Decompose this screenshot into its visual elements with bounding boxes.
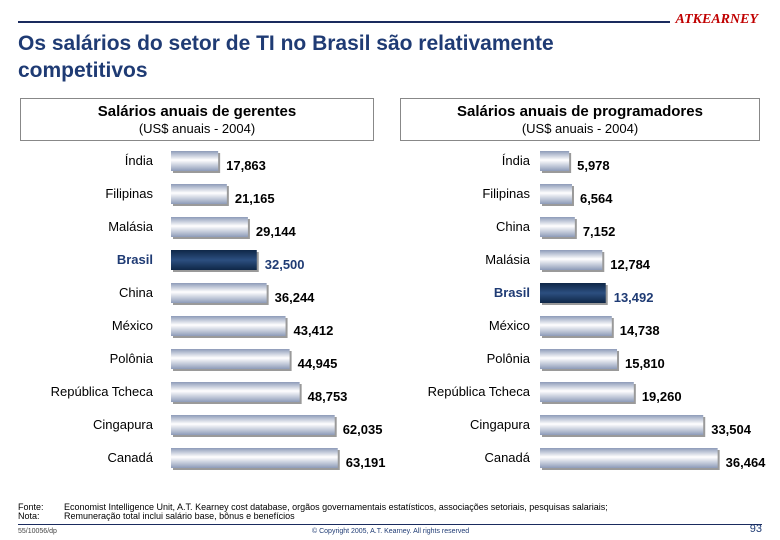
category-label: Brasil — [117, 252, 153, 267]
programmers-chart: Índia 5,978 Filipinas 6,564 China 7,152 Malási… — [428, 151, 767, 470]
category-label: Polônia — [110, 351, 154, 366]
value-label: 14,738 — [620, 323, 660, 338]
bar — [171, 349, 290, 369]
bar — [540, 217, 575, 237]
source-label: Fonte: — [18, 502, 44, 512]
value-label: 15,810 — [625, 356, 665, 371]
left-chart-header: Salários anuais de gerentes (US$ anuais … — [20, 98, 374, 141]
value-label: 63,191 — [346, 455, 386, 470]
document-id: 55/10056/dp — [18, 528, 57, 535]
category-label: Cingapura — [93, 417, 154, 432]
category-label: China — [496, 219, 531, 234]
bar — [540, 316, 612, 336]
category-label: Malásia — [485, 252, 531, 267]
value-label: 6,564 — [580, 191, 613, 206]
bar — [540, 184, 572, 204]
bar — [171, 184, 227, 204]
value-label: 36,244 — [275, 290, 316, 305]
page-title: Os salários do setor de TI no Brasil são… — [18, 32, 554, 82]
value-label: 48,753 — [308, 389, 348, 404]
value-label: 44,945 — [298, 356, 338, 371]
copyright-notice: © Copyright 2005, A.T. Kearney. All righ… — [312, 528, 470, 535]
category-label: Brasil — [494, 285, 530, 300]
company-logo: ATKEARNEY — [675, 12, 758, 27]
bar — [540, 349, 618, 369]
left-chart-title: Salários anuais de gerentes — [97, 103, 297, 120]
managers-chart: Índia 17,863 Filipinas 21,165 Malásia 29,144 B… — [51, 151, 386, 470]
category-label: República Tcheca — [51, 384, 154, 399]
header-rule — [18, 21, 670, 23]
value-label: 36,464 — [726, 455, 767, 470]
category-label: Índia — [125, 153, 154, 168]
category-label: México — [489, 318, 530, 333]
value-label: 29,144 — [256, 224, 297, 239]
note-label: Nota: — [18, 511, 40, 521]
page-number: 93 — [749, 523, 762, 535]
bar — [171, 316, 286, 336]
category-label: México — [112, 318, 153, 333]
value-label: 7,152 — [583, 224, 616, 239]
value-label: 43,412 — [294, 323, 334, 338]
category-label: Cingapura — [470, 417, 531, 432]
bar — [171, 151, 219, 171]
right-chart-title: Salários anuais de programadores — [457, 103, 703, 120]
value-label: 17,863 — [226, 158, 266, 173]
category-label: Filipinas — [105, 186, 153, 201]
bar — [171, 283, 267, 303]
value-label: 32,500 — [265, 257, 305, 272]
source-text: Economist Intelligence Unit, A.T. Kearne… — [64, 502, 608, 512]
bar — [540, 415, 704, 435]
bar — [171, 217, 248, 237]
bar — [540, 448, 718, 468]
value-label: 5,978 — [577, 158, 610, 173]
category-label: República Tcheca — [428, 384, 531, 399]
left-chart-subtitle: (US$ anuais - 2004) — [138, 121, 256, 136]
bar — [540, 250, 603, 270]
value-label: 19,260 — [642, 389, 682, 404]
category-label: Canadá — [107, 450, 153, 465]
right-chart-header: Salários anuais de programadores (US$ an… — [400, 98, 760, 141]
category-label: Filipinas — [482, 186, 530, 201]
note-text: Remuneração total inclui salário base, b… — [64, 511, 295, 521]
value-label: 33,504 — [711, 422, 752, 437]
value-label: 13,492 — [614, 290, 654, 305]
highlight-bar — [171, 250, 257, 270]
category-label: Polônia — [487, 351, 531, 366]
bar — [540, 151, 570, 171]
value-label: 12,784 — [610, 257, 651, 272]
value-label: 62,035 — [343, 422, 383, 437]
category-label: Índia — [502, 153, 531, 168]
highlight-bar — [540, 283, 606, 303]
category-label: Canadá — [484, 450, 530, 465]
bar — [171, 415, 335, 435]
category-label: China — [119, 285, 154, 300]
bar — [171, 448, 338, 468]
category-label: Malásia — [108, 219, 154, 234]
value-label: 21,165 — [235, 191, 275, 206]
right-chart-subtitle: (US$ anuais - 2004) — [521, 121, 639, 136]
bar — [171, 382, 300, 402]
footer-rule — [18, 524, 762, 525]
bar — [540, 382, 634, 402]
